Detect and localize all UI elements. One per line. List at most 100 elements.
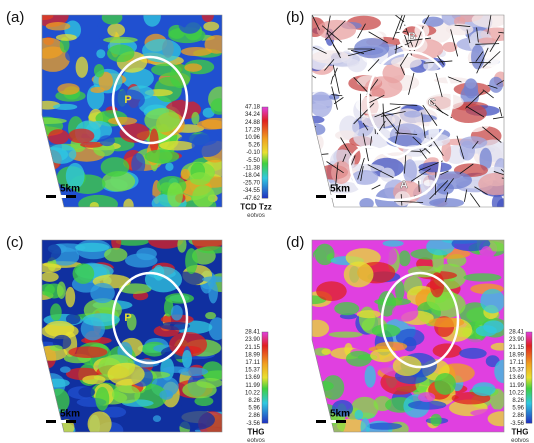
map-image xyxy=(30,229,238,439)
texture xyxy=(321,348,331,354)
texture xyxy=(492,194,504,212)
texture xyxy=(182,350,192,368)
texture xyxy=(103,37,138,43)
texture xyxy=(182,95,197,102)
texture xyxy=(181,169,190,180)
texture xyxy=(359,198,373,209)
texture xyxy=(399,250,411,266)
texture xyxy=(45,321,75,337)
texture xyxy=(385,248,397,265)
texture xyxy=(192,185,215,208)
texture xyxy=(310,124,325,135)
texture xyxy=(144,108,180,132)
texture xyxy=(353,126,393,149)
texture xyxy=(32,38,64,59)
texture xyxy=(68,346,107,358)
texture xyxy=(463,273,501,281)
colorbar-label: 5.96 xyxy=(512,406,524,412)
texture xyxy=(131,153,145,175)
texture xyxy=(310,364,319,378)
texture xyxy=(159,390,173,400)
texture xyxy=(211,98,228,114)
colorbar-label: 18.99 xyxy=(509,352,525,358)
lineament xyxy=(419,181,420,192)
texture xyxy=(480,289,505,314)
colorbar-label: 15.37 xyxy=(245,368,261,374)
colorbar-label: 8.26 xyxy=(248,398,260,404)
texture xyxy=(108,117,137,125)
texture xyxy=(99,135,115,146)
texture xyxy=(50,345,63,351)
colorbar-label: 21.15 xyxy=(509,345,525,351)
marker-label: P xyxy=(124,94,131,106)
lineament xyxy=(317,160,321,170)
texture xyxy=(33,263,61,272)
texture xyxy=(90,202,99,210)
marker-label: P xyxy=(124,312,131,324)
texture xyxy=(191,112,199,125)
panel-label: (a) xyxy=(6,9,24,26)
texture xyxy=(171,305,183,321)
texture xyxy=(82,375,105,384)
colorbar-label: -3.56 xyxy=(246,421,260,427)
texture xyxy=(37,196,52,215)
texture xyxy=(361,418,370,437)
lineament xyxy=(316,148,318,166)
texture xyxy=(145,149,180,163)
texture xyxy=(435,171,472,189)
texture xyxy=(101,157,130,177)
lineament xyxy=(502,178,523,182)
texture xyxy=(102,10,123,24)
texture xyxy=(205,312,216,319)
texture xyxy=(185,248,198,274)
texture xyxy=(208,282,218,304)
colorbar-title: THG xyxy=(248,427,265,436)
colorbar-label: -5.50 xyxy=(246,158,260,164)
texture xyxy=(472,382,495,396)
texture xyxy=(178,367,208,376)
texture xyxy=(434,373,455,395)
texture xyxy=(202,276,228,282)
marker-label: B xyxy=(408,31,416,43)
texture xyxy=(190,172,211,185)
colorbar xyxy=(262,332,268,423)
texture xyxy=(95,387,109,411)
texture xyxy=(464,78,478,98)
texture xyxy=(68,129,94,144)
colorbar-unit: eotvos xyxy=(511,438,529,443)
texture xyxy=(196,378,223,388)
texture xyxy=(433,343,462,358)
panel-label: (c) xyxy=(6,234,24,251)
colorbar-label: 47.18 xyxy=(245,105,261,111)
colorbar-label: 15.37 xyxy=(509,368,525,374)
texture xyxy=(357,310,381,318)
texture xyxy=(41,171,53,182)
scale-bar-white xyxy=(56,420,66,423)
texture xyxy=(391,57,422,68)
colorbar-label: 2.86 xyxy=(512,413,524,419)
texture xyxy=(65,287,75,307)
texture xyxy=(374,298,411,306)
texture xyxy=(306,95,333,101)
colorbar-label: 11.99 xyxy=(245,383,260,389)
texture xyxy=(165,163,173,171)
colorbar-label: 18.99 xyxy=(245,352,261,358)
figure: (a)5kmP47.1834.2424.8817.2910.965.26-0.1… xyxy=(0,0,534,443)
texture xyxy=(29,118,67,124)
texture xyxy=(317,20,356,40)
texture xyxy=(365,365,376,387)
colorbar-label: 10.22 xyxy=(509,390,525,396)
texture xyxy=(460,141,475,161)
texture xyxy=(47,144,77,164)
texture xyxy=(471,44,484,69)
texture xyxy=(32,407,61,414)
texture xyxy=(90,87,104,93)
colorbar-label: -0.10 xyxy=(246,150,260,156)
texture xyxy=(167,182,183,207)
texture xyxy=(123,199,133,213)
scale-label: 5km xyxy=(60,409,80,420)
colorbar-label: 17.29 xyxy=(245,127,261,133)
colorbar-label: -3.56 xyxy=(510,421,524,427)
texture xyxy=(53,104,77,110)
texture xyxy=(153,415,161,422)
